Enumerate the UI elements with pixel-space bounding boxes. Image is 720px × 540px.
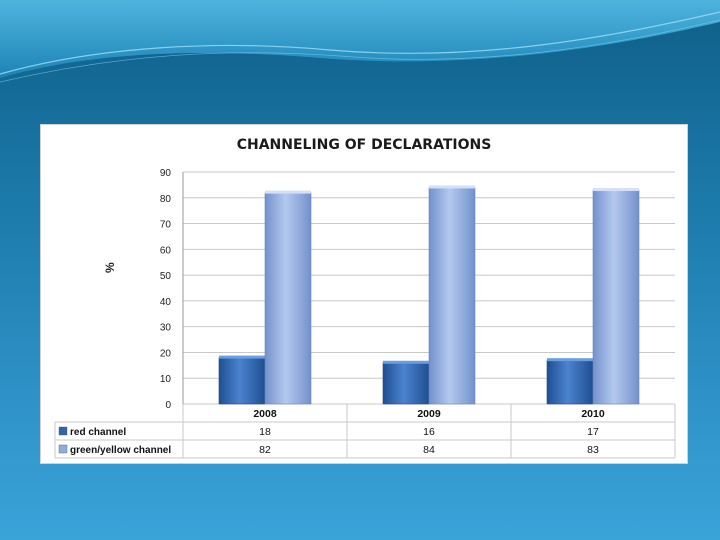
y-tick-label: 50 (160, 271, 172, 282)
y-tick-label: 40 (160, 297, 172, 308)
data-value-label: 83 (587, 444, 599, 456)
data-value-label: 82 (259, 444, 271, 456)
y-tick-label: 10 (160, 374, 172, 385)
y-tick-label: 20 (160, 348, 172, 359)
y-tick-label: 90 (160, 168, 172, 179)
bar-red-channel-2010 (546, 359, 594, 405)
bar-cap (265, 190, 311, 194)
table-category-label: 2008 (253, 408, 277, 420)
y-tick-label: 60 (160, 245, 172, 256)
bar-green-yellow-channel-2009 (428, 187, 476, 405)
bar-green-yellow-channel-2010 (592, 189, 640, 405)
bar-green-yellow-channel-2008 (264, 192, 312, 405)
y-tick-label: 80 (160, 194, 172, 205)
bar-cap (547, 358, 593, 362)
y-tick-label: 70 (160, 220, 172, 231)
legend-swatch (58, 426, 68, 436)
slide-header-swoosh (0, 0, 720, 83)
table-category-label: 2009 (417, 408, 441, 420)
legend-series-name: red channel (70, 427, 126, 438)
y-tick-label: 0 (165, 400, 171, 411)
legend-series-name: green/yellow channel (70, 445, 171, 456)
bar-cap (383, 360, 429, 364)
bar-chart: 0 10 20 30 40 50 60 70 80 90 2008 2009 2010 red chann… (54, 168, 676, 459)
bar-cap (219, 355, 265, 359)
y-axis-label: % (103, 262, 117, 273)
chart-title: CHANNELING OF DECLARATIONS (236, 137, 492, 153)
bar-red-channel-2009 (382, 362, 430, 405)
data-value-label: 16 (423, 426, 435, 438)
data-value-label: 84 (423, 444, 435, 456)
bar-red-channel-2008 (218, 357, 266, 405)
chart-panel: 0 10 20 30 40 50 60 70 80 90 2008 2009 2010 red chann… (40, 124, 688, 464)
y-tick-label: 30 (160, 323, 172, 334)
table-category-label: 2010 (581, 408, 605, 420)
bar-cap (593, 188, 639, 192)
data-value-label: 18 (259, 426, 271, 438)
legend-swatch (58, 444, 68, 454)
data-value-label: 17 (587, 426, 599, 438)
bar-cap (429, 185, 475, 189)
